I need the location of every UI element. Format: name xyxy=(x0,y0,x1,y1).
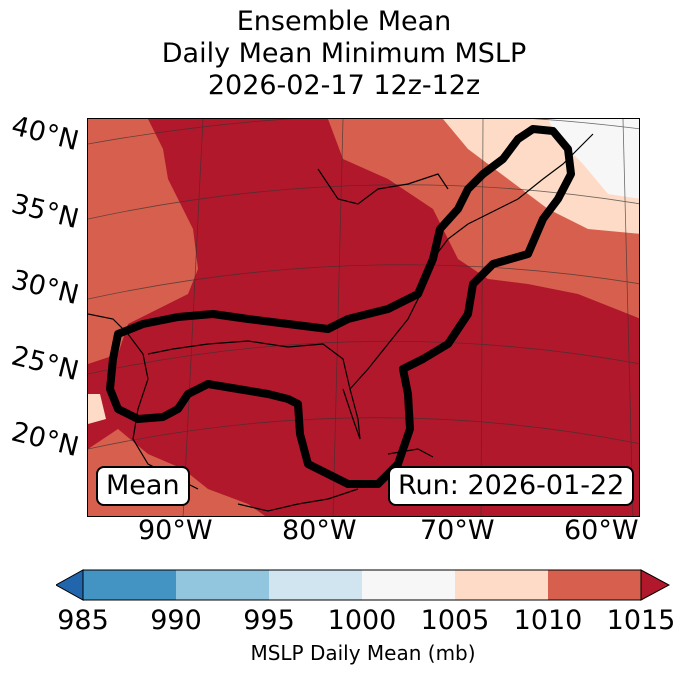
colorbar-bin-1005-1010 xyxy=(455,570,548,600)
cbar-tick-1015: 1015 xyxy=(606,605,676,636)
title-line-2: Daily Mean Minimum MSLP xyxy=(161,38,527,69)
mean-badge: Mean xyxy=(96,466,190,506)
lon-label-90w: 90°W xyxy=(138,515,213,546)
colorbar-extend-high xyxy=(640,569,670,601)
colorbar-frame xyxy=(82,569,642,601)
cbar-tick-995: 995 xyxy=(243,605,295,636)
lon-label-80w: 80°W xyxy=(282,515,357,546)
colorbar-bin-985-990 xyxy=(83,570,176,600)
lon-label-70w: 70°W xyxy=(420,515,495,546)
colorbar xyxy=(56,569,670,601)
cbar-tick-1010: 1010 xyxy=(513,605,583,636)
map-panel xyxy=(87,118,640,517)
pressure-contour xyxy=(106,125,575,488)
cbar-tick-1000: 1000 xyxy=(327,605,397,636)
cbar-tick-1005: 1005 xyxy=(420,605,490,636)
cbar-tick-985: 985 xyxy=(57,605,109,636)
colorbar-bin-1010-1015 xyxy=(548,570,641,600)
lat-label-40: 40°N xyxy=(8,110,82,158)
cbar-tick-990: 990 xyxy=(150,605,202,636)
lat-label-35: 35°N xyxy=(8,188,82,236)
mslp-map xyxy=(88,119,639,516)
colorbar-label: MSLP Daily Mean (mb) xyxy=(250,641,476,665)
lat-label-30: 30°N xyxy=(8,264,82,312)
colorbar-bin-995-1000 xyxy=(269,570,362,600)
run-badge: Run: 2026-01-22 xyxy=(388,466,635,506)
field-mid-west xyxy=(88,119,198,364)
lat-label-25: 25°N xyxy=(8,340,82,388)
colorbar-bin-1000-1005 xyxy=(362,570,455,600)
lon-label-60w: 60°W xyxy=(564,515,639,546)
field-white-ne xyxy=(548,119,639,199)
coastlines xyxy=(88,133,594,512)
colorbar-bin-990-995 xyxy=(176,570,269,600)
title-line-3: 2026-02-17 12z-12z xyxy=(207,70,481,101)
title-line-1: Ensemble Mean xyxy=(236,6,452,37)
colorbar-extend-low xyxy=(56,569,84,601)
lat-label-20: 20°N xyxy=(8,416,82,464)
field-light-sw xyxy=(88,394,106,424)
